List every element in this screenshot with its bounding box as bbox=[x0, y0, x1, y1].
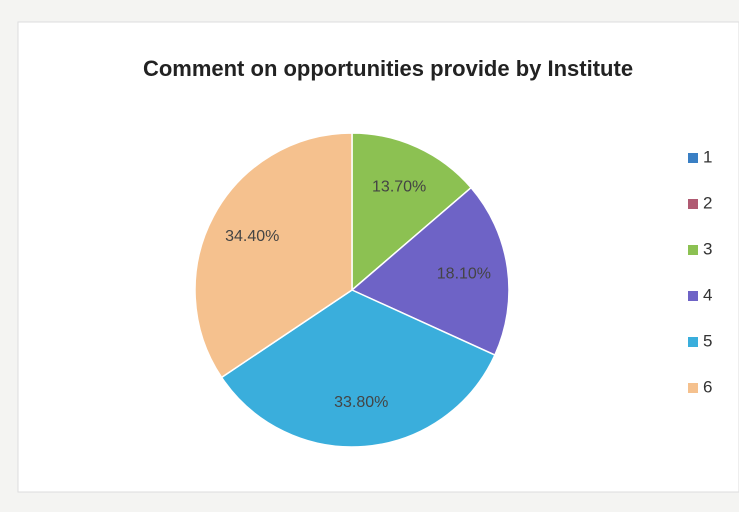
legend-label: 2 bbox=[703, 193, 712, 212]
pie-slice bbox=[220, 289, 496, 448]
legend-swatch bbox=[688, 383, 698, 393]
legend-swatch bbox=[688, 245, 698, 255]
data-label: 18.10% bbox=[437, 265, 491, 282]
pie-slice bbox=[351, 132, 473, 292]
legend-label: 3 bbox=[703, 239, 712, 258]
legend-swatch bbox=[688, 199, 698, 209]
pie-slice bbox=[350, 186, 510, 357]
legend-swatch bbox=[688, 153, 698, 163]
data-label: 33.80% bbox=[334, 394, 388, 411]
data-label: 34.40% bbox=[225, 228, 279, 245]
legend-label: 6 bbox=[703, 377, 712, 396]
legend-label: 1 bbox=[703, 147, 712, 166]
legend-label: 4 bbox=[703, 285, 712, 304]
data-label: 13.70% bbox=[372, 178, 426, 195]
legend-swatch bbox=[688, 291, 698, 301]
legend-label: 5 bbox=[703, 331, 712, 350]
chart-title: Comment on opportunities provide by Inst… bbox=[143, 56, 633, 81]
legend-swatch bbox=[688, 337, 698, 347]
pie-slice bbox=[194, 132, 353, 379]
